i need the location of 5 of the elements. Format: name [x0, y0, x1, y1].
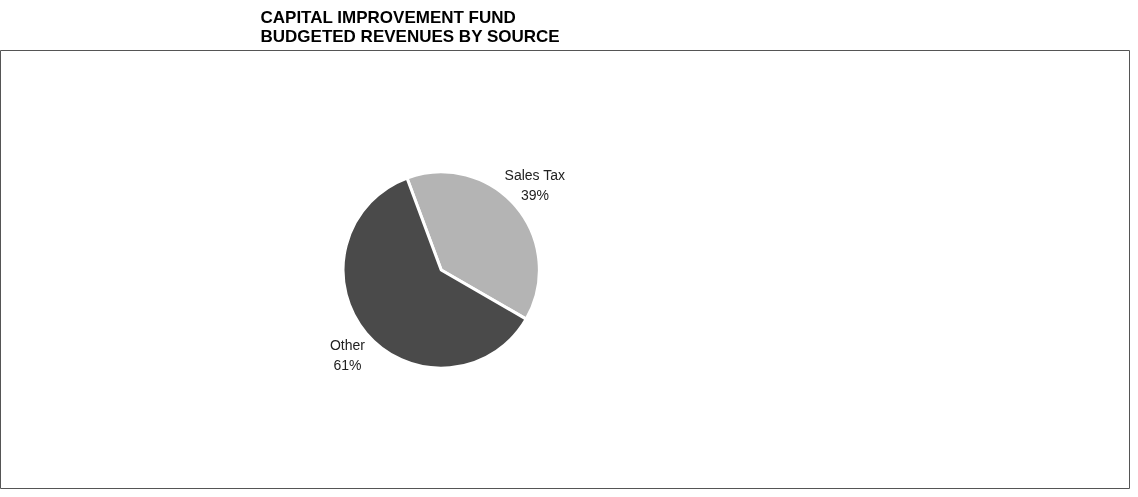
data-label: 61%	[333, 356, 362, 373]
data-label: 39%	[520, 186, 549, 203]
slice-label: Other	[329, 337, 366, 354]
chart-title: CAPITAL IMPROVEMENT FUND BUDGETED REVENUES BY SOURCE	[260, 7, 560, 46]
slice-label: Sales Tax	[504, 167, 566, 184]
